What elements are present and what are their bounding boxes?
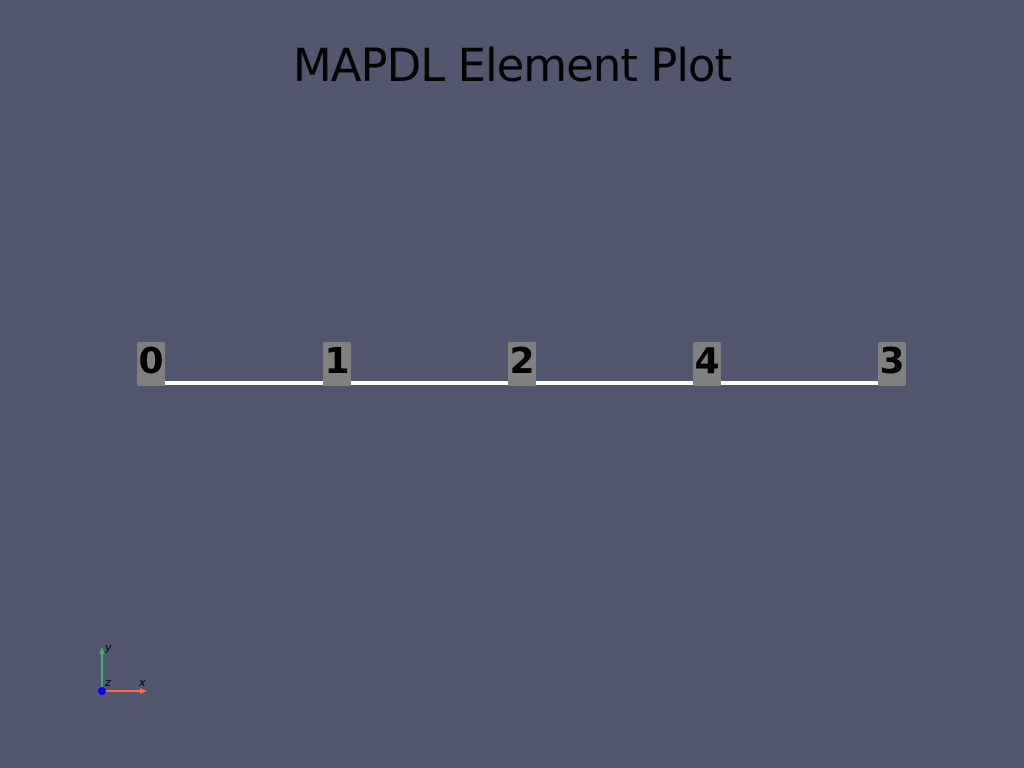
node-label-2: 2: [508, 342, 536, 386]
x-axis-arrow: [140, 688, 147, 694]
x-axis-label: x: [138, 676, 146, 689]
node-label-3: 4: [693, 342, 721, 386]
y-axis-arrow: [99, 647, 105, 654]
axes-triad: x y z: [98, 641, 147, 695]
z-axis-dot: [98, 687, 106, 695]
z-axis-label: z: [104, 676, 111, 689]
node-label-1: 1: [323, 342, 351, 386]
plot-title: MAPDL Element Plot: [292, 39, 732, 92]
node-label-0: 0: [137, 342, 165, 386]
y-axis-label: y: [104, 641, 112, 654]
node-label-4: 3: [878, 342, 906, 386]
